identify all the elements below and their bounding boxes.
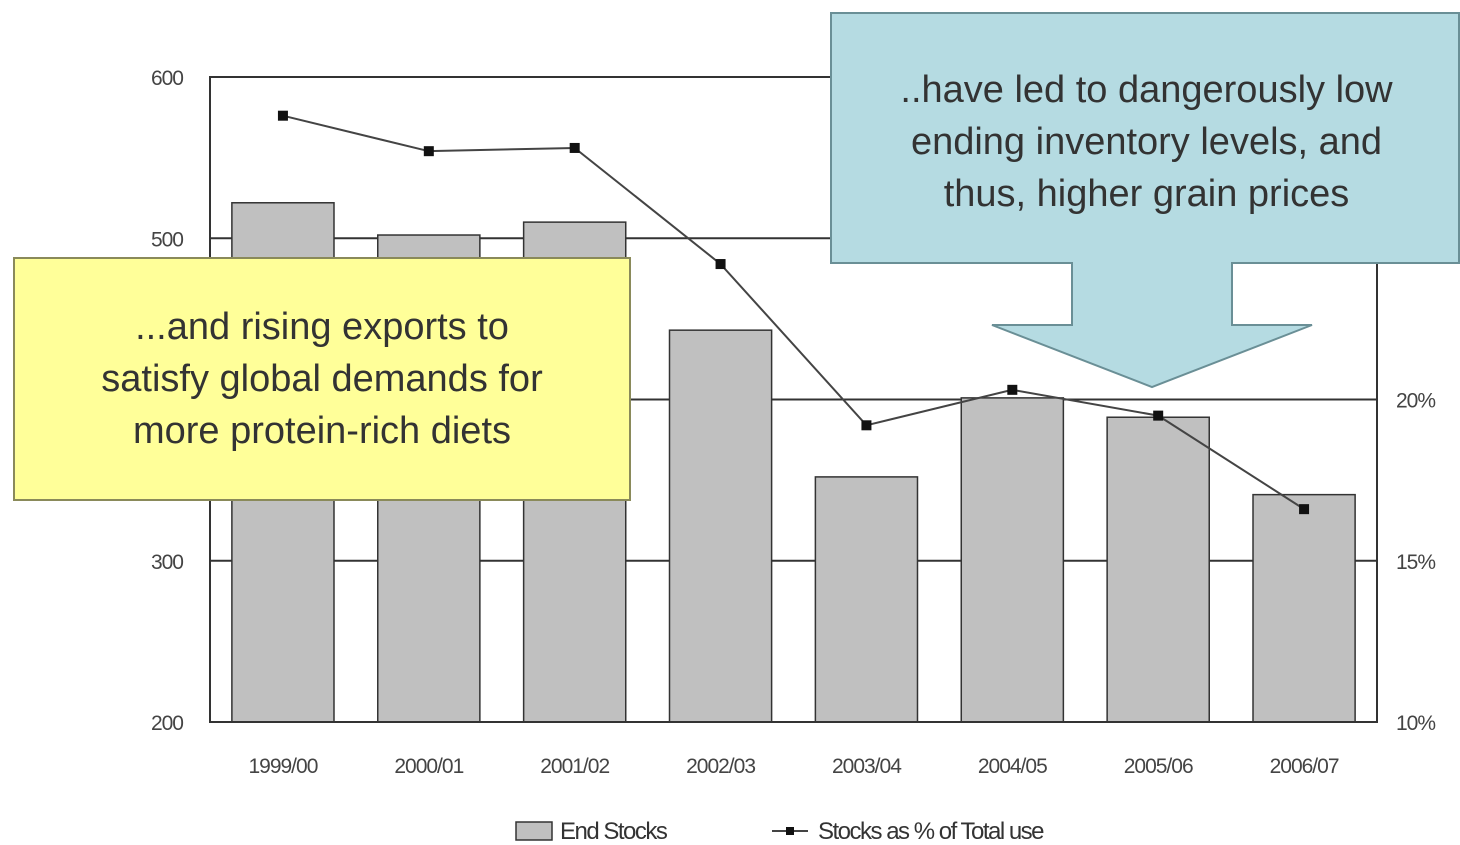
- point-2004-05: [1007, 384, 1018, 395]
- y-right-tick: 20%: [1396, 390, 1435, 413]
- legend-swatch-marker: [786, 827, 794, 835]
- x-tick: 2004/05: [978, 755, 1047, 778]
- y-left-tick: 500: [151, 228, 183, 251]
- bar-2006-07: [1252, 493, 1356, 723]
- bar-2002-03: [668, 329, 773, 723]
- x-tick: 2003/04: [832, 755, 902, 778]
- point-2005-06: [1153, 410, 1164, 421]
- x-tick: 2005/06: [1124, 755, 1193, 778]
- legend-swatch-end-stocks: [515, 821, 553, 841]
- point-1999-00: [277, 110, 288, 121]
- y-left-tick: 600: [151, 67, 183, 90]
- y-left-tick: 200: [151, 712, 183, 735]
- x-tick: 2002/03: [686, 755, 755, 778]
- point-2000-01: [423, 146, 434, 157]
- legend: End Stocks Stocks as % of Total use: [515, 818, 1046, 845]
- point-2003-04: [861, 420, 872, 431]
- legend-label-end-stocks: End Stocks: [560, 818, 668, 845]
- legend-label-stocks-pct: Stocks as % of Total use: [818, 818, 1044, 845]
- inventory-callout-text: ..have led to dangerously low ending inv…: [900, 69, 1393, 215]
- bar-2004-05: [960, 397, 1065, 723]
- line-series-stocks-pct: [277, 110, 1310, 515]
- x-axis-ticks: 1999/00 2000/01 2001/02 2002/03 2003/04 2004/…: [248, 755, 1339, 778]
- y-left-tick: 300: [151, 551, 183, 574]
- y-axis-right-ticks: 10% 15% 20%: [1396, 390, 1436, 736]
- point-2002-03: [715, 259, 726, 270]
- x-tick: 2001/02: [540, 755, 609, 778]
- bar-2005-06: [1106, 416, 1210, 723]
- x-tick: 2006/07: [1270, 755, 1339, 778]
- x-tick: 1999/00: [248, 755, 317, 778]
- bar-2003-04: [814, 476, 919, 723]
- x-tick: 2000/01: [394, 755, 463, 778]
- point-2006-07: [1299, 504, 1310, 515]
- blue-arrow-callout: [830, 12, 1460, 389]
- exports-callout: ...and rising exports to satisfy global …: [13, 257, 631, 501]
- line-path: [282, 114, 1305, 510]
- y-axis-left-ticks: 200 300 500 600: [151, 67, 184, 735]
- y-right-tick: 10%: [1396, 712, 1435, 735]
- point-2001-02: [569, 142, 580, 153]
- y-right-tick: 15%: [1396, 551, 1435, 574]
